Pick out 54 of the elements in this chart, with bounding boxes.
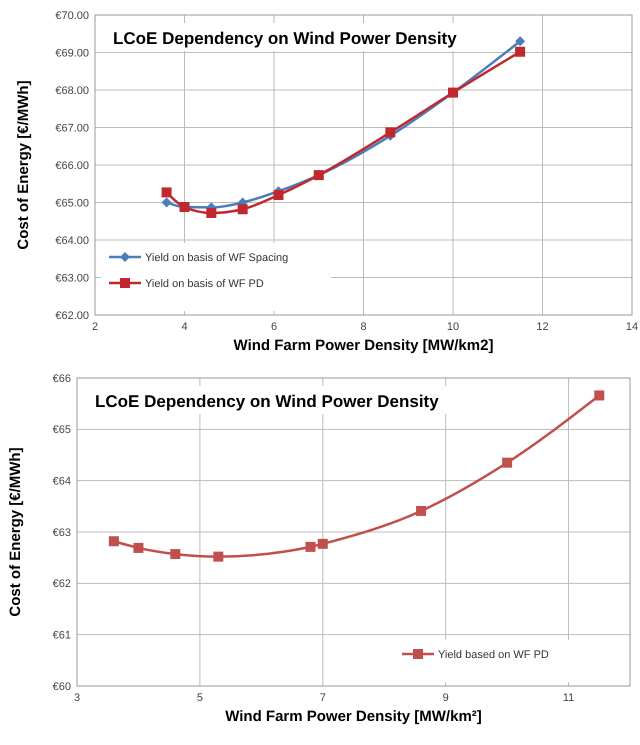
x-tick-label: 9 bbox=[442, 692, 449, 704]
y-tick-label: €68.00 bbox=[55, 84, 89, 97]
y-tick-label: €65.00 bbox=[55, 197, 89, 210]
legend-label: Yield on basis of WF PD bbox=[145, 278, 264, 290]
x-tick-label: 11 bbox=[562, 692, 574, 704]
point bbox=[305, 542, 316, 552]
point bbox=[108, 536, 119, 546]
point bbox=[273, 190, 284, 200]
x-tick-label: 7 bbox=[320, 692, 326, 704]
x-tick-label: 6 bbox=[270, 321, 278, 333]
y-axis-title: Cost of Energy [€/MWh] bbox=[7, 447, 24, 617]
x-tick-label: 3 bbox=[74, 692, 80, 704]
legend-label: Yield based on WF PD bbox=[438, 648, 549, 661]
point bbox=[416, 506, 426, 516]
point bbox=[515, 36, 526, 46]
x-tick-label: 14 bbox=[626, 321, 638, 333]
x-tick-label: 4 bbox=[181, 321, 188, 333]
x-tick-label: 5 bbox=[196, 692, 203, 704]
text: LCoE Dependency on Wind Power Density bbox=[113, 29, 458, 48]
point bbox=[213, 552, 224, 562]
point bbox=[515, 46, 526, 57]
x-axis-title: Wind Farm Power Density [MW/km²] bbox=[225, 708, 482, 725]
y-tick-label: €61 bbox=[52, 630, 71, 642]
y-tick-label: €64.00 bbox=[55, 234, 89, 247]
y-axis-title: Cost of Energy [€/MWh] bbox=[15, 80, 32, 250]
legend-label: Yield on basis of WF Spacing bbox=[145, 252, 288, 264]
point bbox=[502, 458, 512, 468]
y-tick-label: €67.00 bbox=[55, 122, 89, 134]
point bbox=[133, 542, 144, 553]
y-tick-label: €66.00 bbox=[55, 160, 89, 172]
y-tick-label: €65 bbox=[52, 424, 71, 436]
point bbox=[206, 208, 216, 218]
y-tick-label: €64 bbox=[52, 476, 71, 488]
y-tick-label: €60 bbox=[52, 680, 71, 693]
y-tick-label: €63 bbox=[52, 526, 71, 539]
y-tick-label: €70.00 bbox=[55, 10, 89, 22]
x-tick-label: 12 bbox=[536, 321, 549, 333]
text: LCoE Dependency on Wind Power Density bbox=[95, 392, 440, 411]
point bbox=[594, 390, 604, 400]
y-tick-label: €63.00 bbox=[55, 272, 89, 284]
x-tick-label: 8 bbox=[360, 321, 367, 333]
point bbox=[318, 538, 328, 549]
x-tick-label: 2 bbox=[92, 321, 98, 333]
x-tick-label: 10 bbox=[446, 321, 460, 333]
point bbox=[162, 198, 172, 208]
x-axis-title: Wind Farm Power Density [MW/km2] bbox=[234, 337, 494, 354]
point bbox=[385, 127, 396, 138]
point bbox=[162, 187, 172, 198]
y-tick-label: €69.00 bbox=[55, 47, 89, 60]
y-tick-label: €62 bbox=[52, 578, 71, 590]
point bbox=[238, 204, 248, 214]
point bbox=[170, 549, 180, 560]
y-tick-label: €66 bbox=[52, 372, 71, 385]
y-tick-label: €62.00 bbox=[55, 310, 89, 322]
